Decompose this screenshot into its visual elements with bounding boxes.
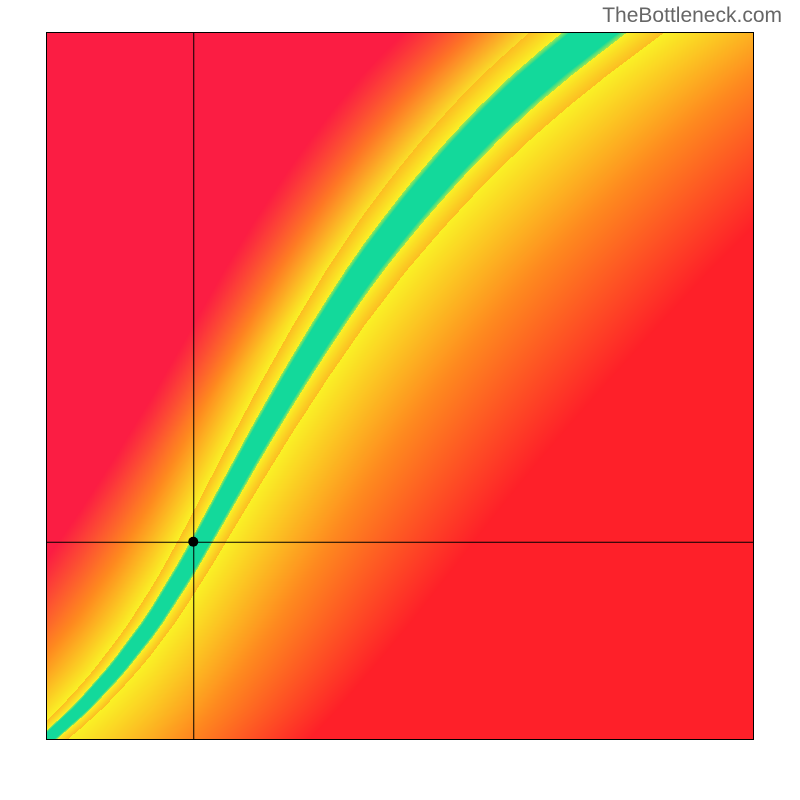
watermark-text: TheBottleneck.com [602, 4, 782, 28]
chart-container: TheBottleneck.com [0, 0, 800, 800]
heatmap-canvas [46, 32, 754, 740]
heatmap-chart [46, 32, 754, 740]
